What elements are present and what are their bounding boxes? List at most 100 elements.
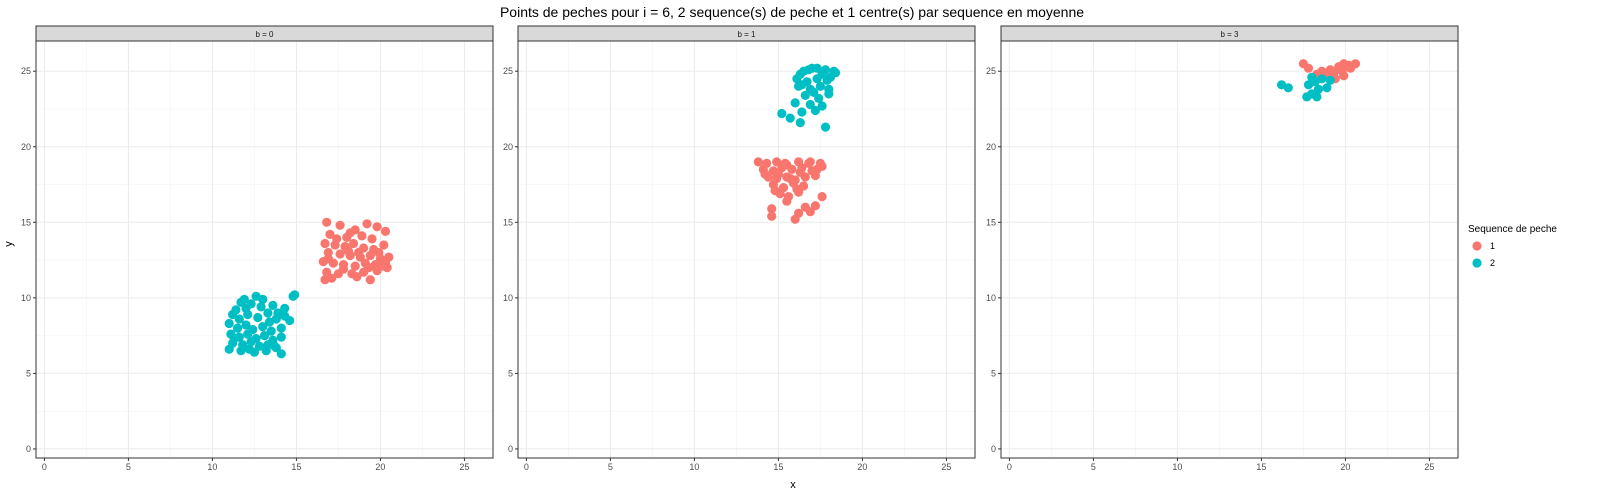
data-point-series-1: [780, 158, 790, 168]
y-tick-label: 10: [503, 293, 513, 303]
data-point-series-2: [290, 290, 300, 300]
data-point-series-1: [767, 211, 777, 221]
x-tick-label: 20: [375, 462, 385, 472]
data-point-series-2: [1317, 74, 1327, 84]
data-point-series-2: [243, 309, 253, 320]
data-point-series-2: [280, 303, 290, 313]
panel-background: [36, 41, 493, 458]
panel-background: [518, 41, 975, 458]
x-tick-label: 25: [941, 462, 951, 472]
data-point-series-1: [380, 226, 391, 236]
data-point-series-1: [792, 184, 802, 194]
x-tick-label: 15: [1256, 462, 1266, 472]
data-point-series-1: [1325, 65, 1335, 75]
data-point-series-2: [246, 337, 256, 347]
x-tick-label: 5: [608, 462, 613, 472]
data-point-series-2: [276, 323, 286, 333]
panel-grid: [36, 41, 493, 458]
y-tick-label: 15: [21, 217, 31, 227]
data-point-series-1: [320, 275, 330, 285]
data-point-series-1: [343, 246, 354, 256]
points-layer: [1277, 59, 1361, 102]
data-point-series-2: [224, 318, 234, 329]
data-point-series-2: [799, 66, 809, 76]
legend-label-2: 2: [1490, 258, 1495, 268]
data-point-series-1: [817, 192, 827, 202]
y-tick-label: 25: [986, 66, 996, 76]
data-point-series-1: [377, 261, 387, 271]
data-point-series-1: [365, 275, 375, 285]
data-point-series-2: [1312, 92, 1322, 102]
facet-strip-label: b = 1: [737, 30, 756, 39]
x-tick-label: 10: [689, 462, 699, 472]
data-point-series-2: [810, 105, 821, 116]
y-tick-label: 20: [503, 142, 513, 152]
y-axis-title: y: [3, 241, 15, 247]
y-tick-label: 5: [991, 368, 996, 378]
y-tick-label: 0: [26, 444, 31, 454]
x-tick-label: 10: [207, 462, 217, 472]
data-point-series-2: [785, 113, 795, 123]
data-point-series-1: [364, 263, 374, 273]
data-point-series-1: [787, 164, 797, 174]
points-layer: [224, 217, 394, 359]
x-tick-label: 5: [126, 462, 131, 472]
y-tick-label: 0: [508, 444, 513, 454]
data-point-series-1: [335, 220, 345, 230]
data-point-series-2: [258, 294, 268, 304]
data-point-series-2: [1307, 72, 1317, 82]
data-point-series-2: [244, 344, 254, 354]
data-point-series-2: [239, 294, 249, 304]
data-point-series-2: [1322, 83, 1332, 93]
data-point-series-2: [224, 344, 234, 354]
y-tick-label: 15: [503, 217, 513, 227]
data-point-series-1: [372, 222, 382, 232]
x-tick-label: 0: [1007, 462, 1012, 472]
data-point-series-1: [782, 196, 792, 206]
x-axis-title: x: [790, 479, 796, 491]
data-point-series-1: [770, 186, 780, 196]
data-point-series-1: [338, 264, 349, 274]
data-point-series-2: [815, 81, 826, 91]
data-point-series-2: [258, 322, 268, 332]
data-point-series-2: [807, 63, 817, 73]
data-point-series-2: [246, 299, 256, 309]
data-point-series-2: [234, 314, 244, 324]
x-tick-label: 15: [773, 462, 783, 472]
data-point-series-2: [1283, 83, 1293, 93]
data-point-series-2: [1313, 84, 1324, 94]
data-point-series-1: [785, 173, 795, 184]
data-point-series-1: [323, 254, 333, 264]
y-tick-label: 5: [26, 368, 31, 378]
data-point-series-1: [804, 158, 814, 168]
data-point-series-2: [229, 334, 239, 344]
y-tick-label: 20: [986, 142, 996, 152]
x-tick-label: 20: [857, 462, 867, 472]
data-point-series-1: [332, 234, 342, 244]
facet-strip-label: b = 3: [1220, 30, 1239, 39]
data-point-series-2: [809, 87, 819, 97]
data-point-series-2: [243, 329, 253, 339]
x-tick-label: 25: [1424, 462, 1434, 472]
data-point-series-2: [270, 341, 280, 351]
x-tick-label: 15: [291, 462, 301, 472]
legend-key-2: [1472, 258, 1482, 268]
x-tick-label: 0: [524, 462, 529, 472]
y-tick-label: 25: [21, 66, 31, 76]
facet-panel-1: b = 1 0 5 10 15 20 25 0 5 10 15 20 25: [503, 25, 976, 472]
data-point-series-1: [325, 229, 335, 239]
data-point-series-2: [268, 300, 278, 310]
legend-title: Sequence de peche: [1468, 224, 1557, 235]
data-point-series-1: [1303, 63, 1314, 73]
data-point-series-2: [820, 122, 831, 132]
panel-grid: [1001, 41, 1458, 458]
data-point-series-1: [1339, 71, 1349, 81]
data-point-series-1: [753, 157, 763, 167]
data-point-series-2: [1302, 92, 1312, 102]
data-point-series-2: [261, 346, 271, 356]
data-point-series-1: [350, 261, 360, 271]
data-point-series-2: [777, 108, 787, 119]
data-point-series-1: [320, 238, 330, 249]
data-point-series-1: [374, 247, 384, 258]
data-point-series-2: [273, 308, 283, 318]
